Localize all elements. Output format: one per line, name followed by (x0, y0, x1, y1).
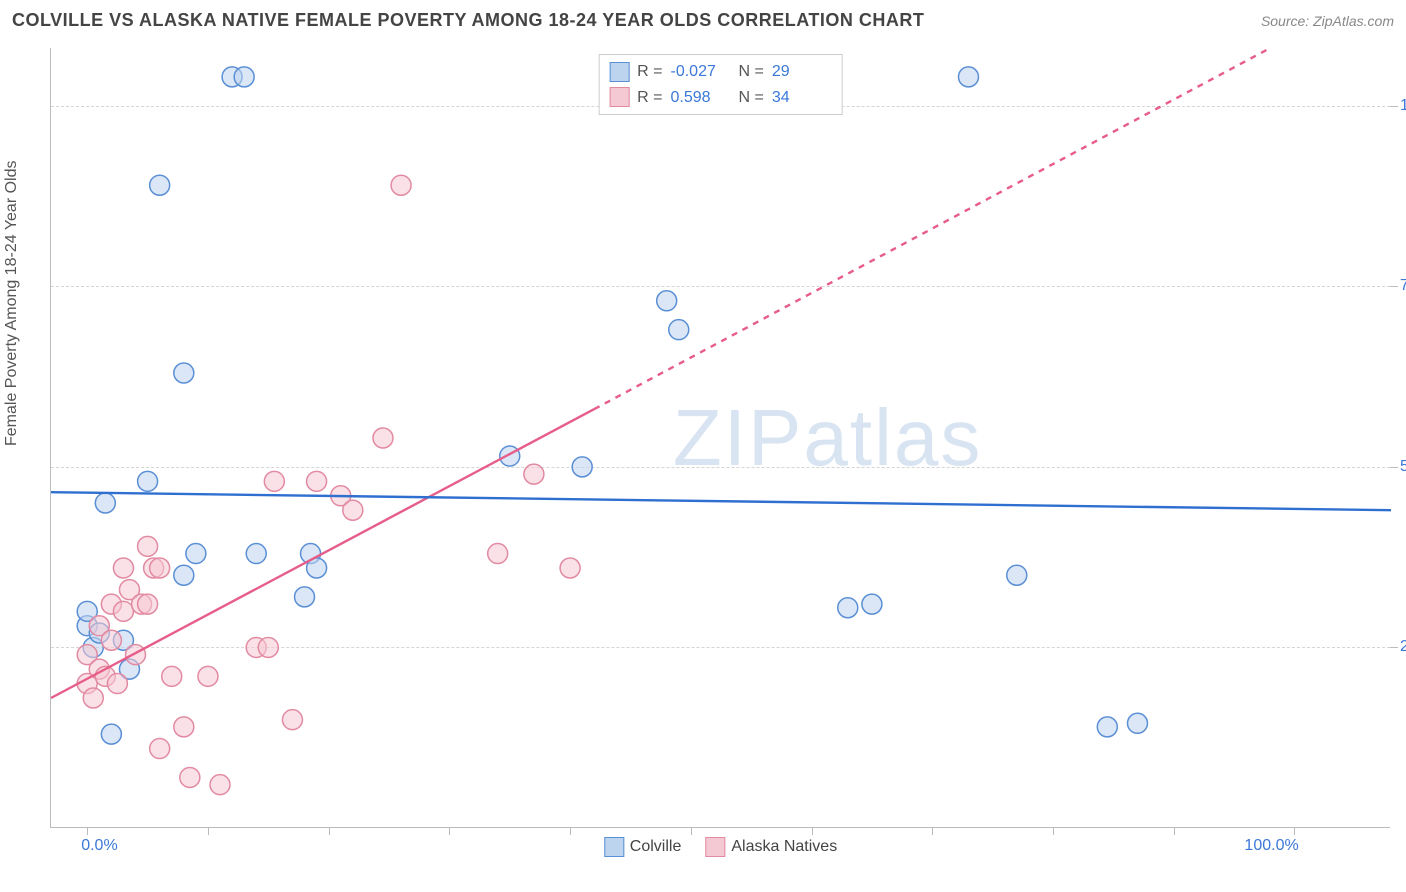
data-point (488, 544, 508, 564)
data-point (391, 175, 411, 195)
data-point (162, 666, 182, 686)
data-point (1097, 717, 1117, 737)
data-point (258, 637, 278, 657)
data-point (198, 666, 218, 686)
y-tick-label: 25.0% (1400, 638, 1406, 656)
legend-correlation: R = -0.027 N = 29 R = 0.598 N = 34 (598, 54, 843, 115)
data-point (174, 363, 194, 383)
data-point (101, 724, 121, 744)
y-tick-label: 100.0% (1400, 97, 1406, 115)
data-point (1127, 713, 1147, 733)
data-point (343, 500, 363, 520)
x-tick (208, 827, 209, 835)
data-point (1007, 565, 1027, 585)
chart-title: COLVILLE VS ALASKA NATIVE FEMALE POVERTY… (12, 10, 924, 31)
x-tick (691, 827, 692, 835)
chart-source: Source: ZipAtlas.com (1261, 13, 1394, 29)
legend-n-label: N = (739, 85, 764, 111)
y-tick (1390, 286, 1398, 287)
trend-line (51, 492, 1391, 510)
data-point (113, 601, 133, 621)
data-point (669, 320, 689, 340)
legend-label: Colville (630, 838, 682, 856)
data-point (150, 558, 170, 578)
data-point (138, 536, 158, 556)
data-point (83, 688, 103, 708)
data-point (174, 717, 194, 737)
data-point (234, 67, 254, 87)
trend-line (51, 409, 594, 698)
x-tick (932, 827, 933, 835)
data-point (373, 428, 393, 448)
legend-series: Colville Alaska Natives (604, 837, 837, 857)
legend-item-colville: Colville (604, 837, 682, 857)
x-tick (329, 827, 330, 835)
data-point (295, 587, 315, 607)
data-point (180, 767, 200, 787)
data-point (101, 630, 121, 650)
legend-r-value: -0.027 (671, 59, 731, 85)
data-point (150, 739, 170, 759)
legend-r-label: R = (637, 59, 662, 85)
y-tick-label: 50.0% (1400, 458, 1406, 476)
legend-row: R = -0.027 N = 29 (609, 59, 832, 85)
legend-n-value: 29 (772, 59, 832, 85)
data-point (150, 175, 170, 195)
x-tick-label: 100.0% (1244, 837, 1298, 855)
y-tick (1390, 106, 1398, 107)
legend-swatch-alaska (705, 837, 725, 857)
data-point (862, 594, 882, 614)
legend-r-label: R = (637, 85, 662, 111)
plot-svg (51, 48, 1390, 827)
x-tick (449, 827, 450, 835)
legend-item-alaska: Alaska Natives (705, 837, 837, 857)
data-point (138, 471, 158, 491)
data-point (210, 775, 230, 795)
data-point (107, 674, 127, 694)
legend-r-value: 0.598 (671, 85, 731, 111)
data-point (838, 598, 858, 618)
chart-header: COLVILLE VS ALASKA NATIVE FEMALE POVERTY… (12, 10, 1394, 31)
legend-row: R = 0.598 N = 34 (609, 85, 832, 111)
x-tick-label: 0.0% (81, 837, 117, 855)
data-point (958, 67, 978, 87)
x-tick (1294, 827, 1295, 835)
x-tick (1174, 827, 1175, 835)
data-point (524, 464, 544, 484)
legend-n-label: N = (739, 59, 764, 85)
data-point (95, 493, 115, 513)
data-point (126, 645, 146, 665)
plot-area: ZIPatlas R = -0.027 N = 29 R = 0.598 N =… (50, 48, 1390, 828)
x-tick (87, 827, 88, 835)
legend-label: Alaska Natives (731, 838, 837, 856)
data-point (246, 544, 266, 564)
x-tick (812, 827, 813, 835)
legend-swatch-colville (604, 837, 624, 857)
data-point (657, 291, 677, 311)
data-point (264, 471, 284, 491)
legend-swatch-colville (609, 62, 629, 82)
x-tick (570, 827, 571, 835)
data-point (572, 457, 592, 477)
data-point (174, 565, 194, 585)
y-tick (1390, 647, 1398, 648)
legend-swatch-alaska (609, 87, 629, 107)
x-tick (1053, 827, 1054, 835)
y-tick (1390, 467, 1398, 468)
data-point (560, 558, 580, 578)
y-axis-label: Female Poverty Among 18-24 Year Olds (3, 161, 21, 447)
data-point (138, 594, 158, 614)
legend-n-value: 34 (772, 85, 832, 111)
data-point (113, 558, 133, 578)
data-point (186, 544, 206, 564)
data-point (307, 471, 327, 491)
data-point (282, 710, 302, 730)
y-tick-label: 75.0% (1400, 277, 1406, 295)
